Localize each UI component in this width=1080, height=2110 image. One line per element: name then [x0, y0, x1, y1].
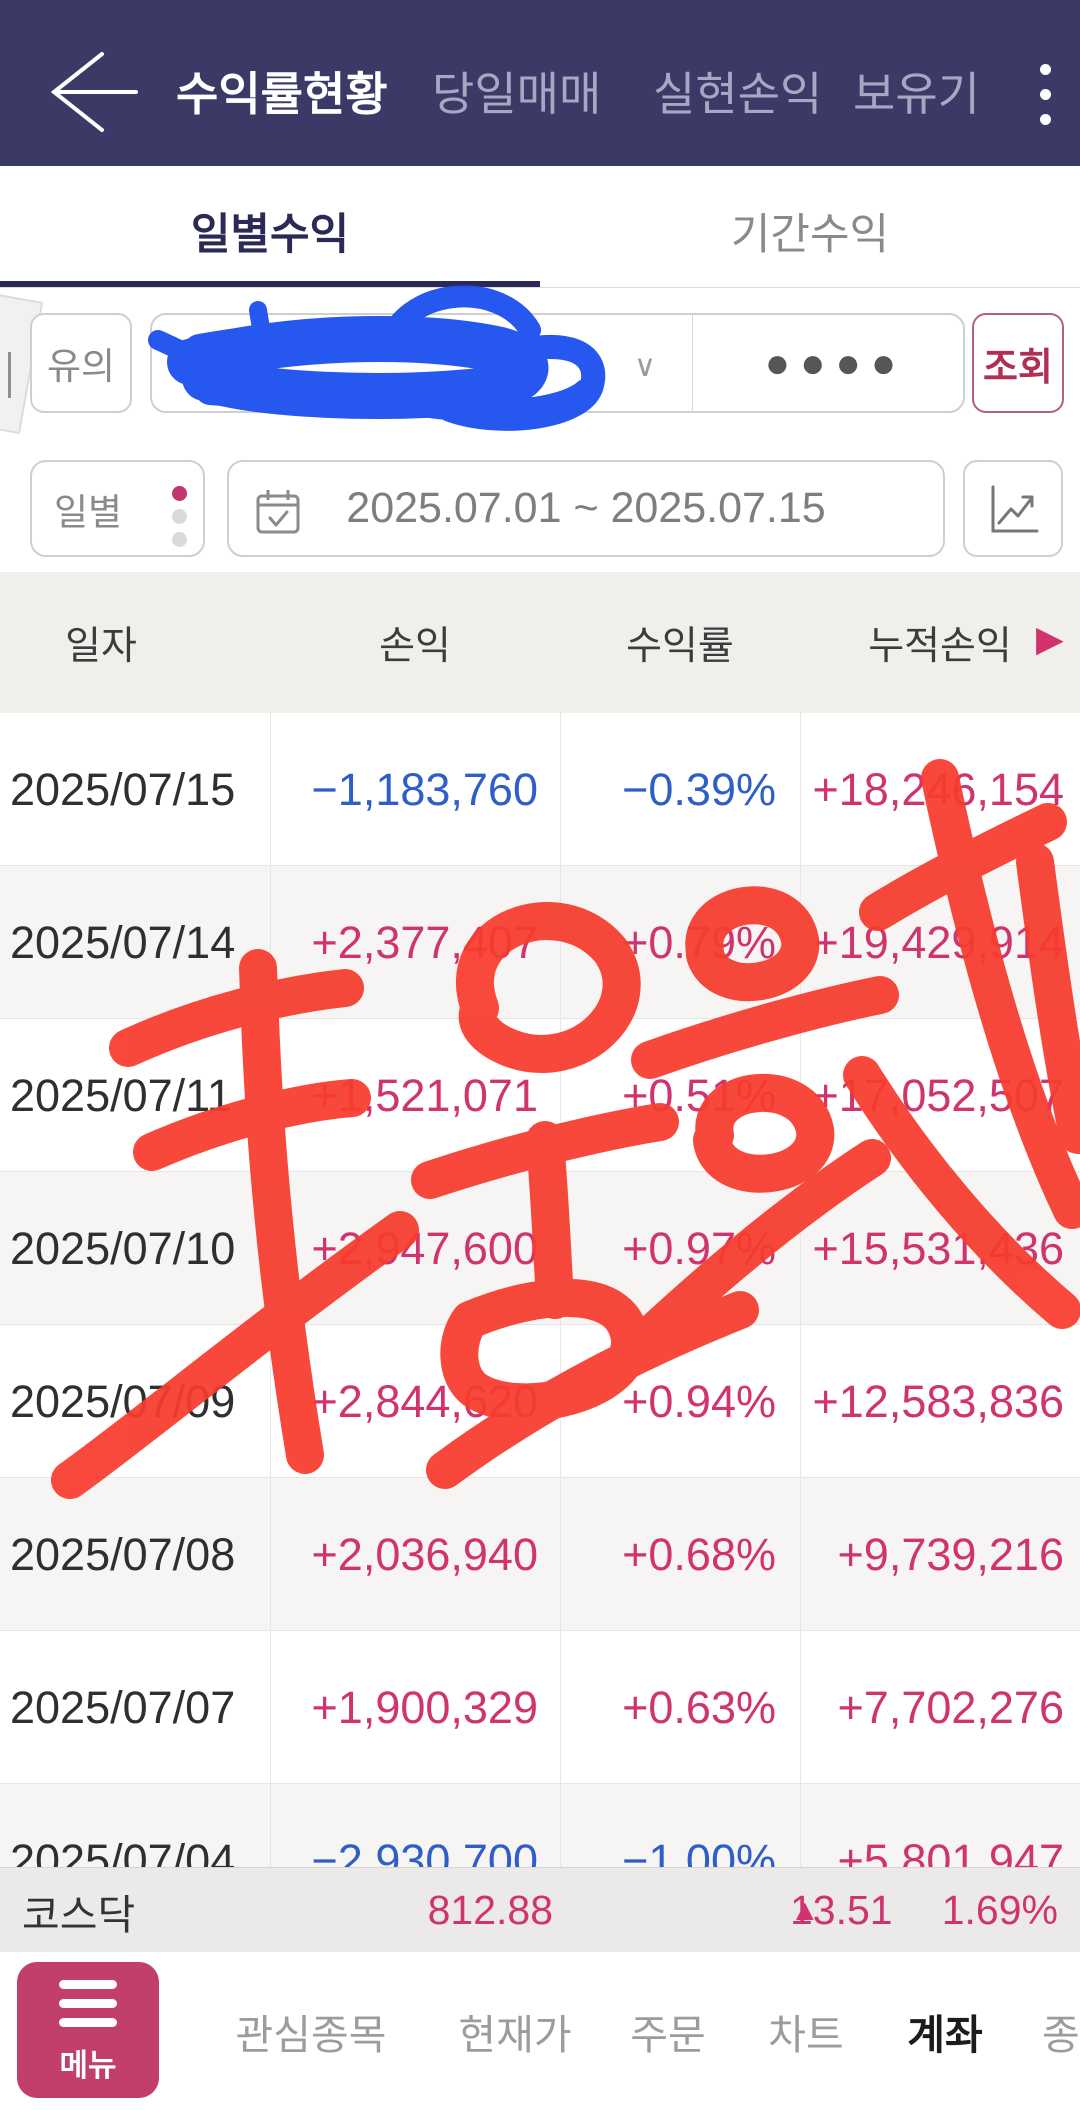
more-columns-arrow-icon[interactable]: ▶	[1036, 618, 1064, 659]
menu-button-label: 메뉴	[59, 2048, 117, 2083]
cumulative-cell: +18,246,154	[800, 713, 1080, 866]
date-cell: 2025/07/14	[10, 916, 236, 968]
nav-tab-profit-rate[interactable]: 수익률현황	[176, 68, 388, 120]
date-range-picker[interactable]: 2025.07.01 ~ 2025.07.15	[227, 460, 945, 557]
bottom-nav-watchlist[interactable]: 관심종목	[235, 2012, 387, 2058]
line-chart-icon	[991, 485, 1039, 532]
table-row[interactable]: 2025/07/14 +2,377,407 +0.79% +19,429,914	[0, 866, 1080, 1019]
date-cell: 2025/07/09	[10, 1375, 236, 1427]
app-header: 수익률현황 당일매매 실현손익 보유기	[0, 0, 1080, 166]
tab-daily-profit[interactable]: 일별수익	[190, 211, 350, 259]
period-dots-indicator	[172, 478, 187, 555]
calendar-icon	[256, 490, 300, 534]
bottom-nav-current-price[interactable]: 현재가	[458, 2012, 572, 2058]
account-select[interactable]: ∨ ●●●●	[150, 313, 965, 413]
date-cell: 2025/07/07	[10, 1681, 236, 1733]
date-range-value: 2025.07.01 ~ 2025.07.15	[346, 484, 826, 532]
pl-cell: +1,521,071	[270, 1019, 560, 1172]
kebab-menu-icon[interactable]	[1030, 50, 1060, 130]
password-field[interactable]: ●●●●	[764, 339, 907, 386]
daily-profit-table: 2025/07/15 −1,183,760 −0.39% +18,246,154…	[0, 713, 1080, 1937]
cumulative-cell: +12,583,836	[800, 1325, 1080, 1478]
cumulative-cell: +19,429,914	[800, 866, 1080, 1019]
index-ticker-bar[interactable]: 코스닥 812.88 ▲ 13.51 1.69%	[0, 1867, 1080, 1953]
pl-cell: +2,377,407	[270, 866, 560, 1019]
col-header-rate: 수익률	[626, 624, 734, 668]
date-cell: 2025/07/08	[10, 1528, 236, 1580]
pl-cell: +2,844,620	[270, 1325, 560, 1478]
date-cell: 2025/07/11	[10, 1069, 232, 1121]
caution-button[interactable]: 유의	[30, 313, 132, 413]
bottom-nav-next-partial[interactable]: 종	[1042, 2012, 1080, 2058]
col-header-pl: 손익	[379, 624, 451, 668]
tab-period-profit[interactable]: 기간수익	[730, 211, 890, 259]
nav-tab-realized-pl[interactable]: 실현손익	[653, 68, 823, 120]
bottom-nav-chart[interactable]: 차트	[768, 2012, 844, 2058]
hamburger-icon	[59, 1980, 117, 1989]
table-row[interactable]: 2025/07/07 +1,900,329 +0.63% +7,702,276	[0, 1631, 1080, 1784]
cumulative-cell: +9,739,216	[800, 1478, 1080, 1631]
nav-tab-holdings[interactable]: 보유기	[853, 68, 980, 120]
date-cell: 2025/07/15	[10, 763, 236, 815]
subtab-bar: 일별수익 기간수익	[0, 166, 1080, 288]
rate-cell: +0.97%	[560, 1172, 800, 1325]
bottom-nav-account[interactable]: 계좌	[907, 2012, 983, 2058]
rate-cell: +0.51%	[560, 1019, 800, 1172]
cumulative-cell: +15,531,436	[800, 1172, 1080, 1325]
pl-cell: +1,900,329	[270, 1631, 560, 1784]
table-header: 일자 손익 수익률 누적손익 ▶	[0, 572, 1080, 714]
active-tab-underline	[0, 281, 540, 287]
col-header-cumulative: 누적손익	[868, 624, 1012, 668]
rate-cell: +0.63%	[560, 1631, 800, 1784]
date-cell: 2025/07/10	[10, 1222, 236, 1274]
pl-cell: +2,947,600	[270, 1172, 560, 1325]
table-row[interactable]: 2025/07/11 +1,521,071 +0.51% +17,052,507	[0, 1019, 1080, 1172]
rate-cell: +0.79%	[560, 866, 800, 1019]
menu-button[interactable]: 메뉴	[17, 1962, 159, 2098]
bottom-nav-order[interactable]: 주문	[630, 2012, 706, 2058]
period-type-selector[interactable]: 일별	[30, 460, 205, 557]
chart-view-button[interactable]	[963, 460, 1063, 557]
pl-cell: −1,183,760	[270, 713, 560, 866]
table-row[interactable]: 2025/07/08 +2,036,940 +0.68% +9,739,216	[0, 1478, 1080, 1631]
rate-cell: +0.94%	[560, 1325, 800, 1478]
up-triangle-icon: ▲	[790, 1893, 820, 1927]
table-row[interactable]: 2025/07/10 +2,947,600 +0.97% +15,531,436	[0, 1172, 1080, 1325]
table-row[interactable]: 2025/07/15 −1,183,760 −0.39% +18,246,154	[0, 713, 1080, 866]
cumulative-cell: +7,702,276	[800, 1631, 1080, 1784]
nav-tab-daily-trades[interactable]: 당일매매	[432, 68, 602, 120]
edge-handle[interactable]	[8, 352, 11, 398]
col-header-date: 일자	[65, 624, 137, 668]
index-change-percent: 1.69%	[941, 1887, 1058, 1933]
query-button[interactable]: 조회	[972, 313, 1064, 413]
index-value: 812.88	[427, 1887, 553, 1933]
index-name: 코스닥	[22, 1891, 136, 1938]
chevron-down-icon[interactable]: ∨	[634, 350, 656, 383]
back-arrow-icon[interactable]	[40, 42, 140, 142]
pl-cell: +2,036,940	[270, 1478, 560, 1631]
table-row[interactable]: 2025/07/09 +2,844,620 +0.94% +12,583,836	[0, 1325, 1080, 1478]
cumulative-cell: +17,052,507	[800, 1019, 1080, 1172]
bottom-navigation: 메뉴 관심종목 현재가 주문 차트 계좌 종	[0, 1952, 1080, 2110]
rate-cell: +0.68%	[560, 1478, 800, 1631]
rate-cell: −0.39%	[560, 713, 800, 866]
field-divider	[692, 315, 693, 411]
